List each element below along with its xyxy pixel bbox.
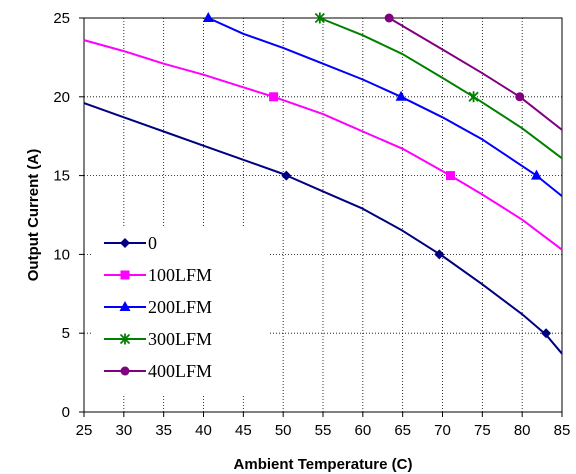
- data-point: [434, 249, 445, 260]
- x-tick-label: 45: [235, 422, 252, 439]
- data-point: [515, 92, 525, 102]
- data-point: [314, 12, 325, 24]
- x-tick-label: 70: [434, 422, 451, 439]
- legend-label: 400LFM: [148, 361, 212, 381]
- x-tick-label: 75: [474, 422, 491, 439]
- x-tick-label: 55: [315, 422, 332, 439]
- series-2: [83, 39, 563, 251]
- legend-marker: [119, 301, 131, 311]
- data-point: [531, 169, 543, 180]
- x-tick-label: 60: [354, 422, 371, 439]
- series-5: [384, 13, 563, 131]
- y-tick-label: 15: [53, 168, 70, 185]
- x-tick-label: 65: [394, 422, 411, 439]
- legend-item: 100LFM: [104, 265, 212, 285]
- x-tick-label: 50: [275, 422, 292, 439]
- series-1: [83, 102, 563, 355]
- series-line: [319, 17, 563, 160]
- x-tick-label: 85: [554, 422, 571, 439]
- legend-label: 0: [148, 233, 157, 253]
- series-4: [314, 12, 563, 160]
- data-point: [384, 13, 394, 23]
- x-tick-label: 80: [514, 422, 531, 439]
- data-point: [541, 328, 552, 339]
- y-axis-title: Output Current (A): [25, 149, 42, 281]
- legend-item: 400LFM: [104, 361, 212, 381]
- legend: 0 100LFM 200LFM 300LFM 400LFM: [92, 228, 270, 396]
- legend-marker: [120, 270, 130, 280]
- data-point: [281, 170, 292, 181]
- series-line: [83, 102, 563, 355]
- legend-label: 200LFM: [148, 297, 212, 317]
- x-tick-label: 40: [195, 422, 212, 439]
- x-axis-ticks: 25 30 35 40 45 50 55 60 65 70 75 80 85: [76, 412, 571, 439]
- legend-marker: [119, 333, 131, 345]
- legend-item: 200LFM: [104, 297, 212, 317]
- y-axis-ticks: 0 5 10 15 20 25: [53, 10, 84, 421]
- x-axis-title: Ambient Temperature (C): [234, 456, 413, 473]
- y-tick-label: 20: [53, 89, 70, 106]
- legend-label: 300LFM: [148, 329, 212, 349]
- y-tick-label: 0: [62, 404, 70, 421]
- y-tick-label: 25: [53, 10, 70, 27]
- legend-label: 100LFM: [148, 265, 212, 285]
- x-tick-label: 25: [76, 422, 93, 439]
- legend-item: 0: [104, 233, 157, 253]
- data-point: [468, 91, 479, 103]
- series-line: [83, 39, 563, 251]
- legend-marker: [120, 366, 130, 376]
- legend-item: 300LFM: [104, 329, 212, 349]
- series-line: [207, 17, 563, 197]
- series-3: [202, 12, 563, 197]
- series-group: [83, 12, 563, 355]
- legend-marker: [120, 238, 130, 248]
- x-tick-label: 30: [115, 422, 132, 439]
- series-line: [388, 17, 563, 131]
- data-point: [202, 12, 214, 22]
- x-tick-label: 35: [155, 422, 172, 439]
- data-point: [445, 171, 455, 181]
- y-tick-label: 5: [62, 325, 70, 342]
- data-point: [269, 92, 279, 102]
- data-point: [395, 90, 407, 101]
- y-tick-label: 10: [53, 246, 70, 263]
